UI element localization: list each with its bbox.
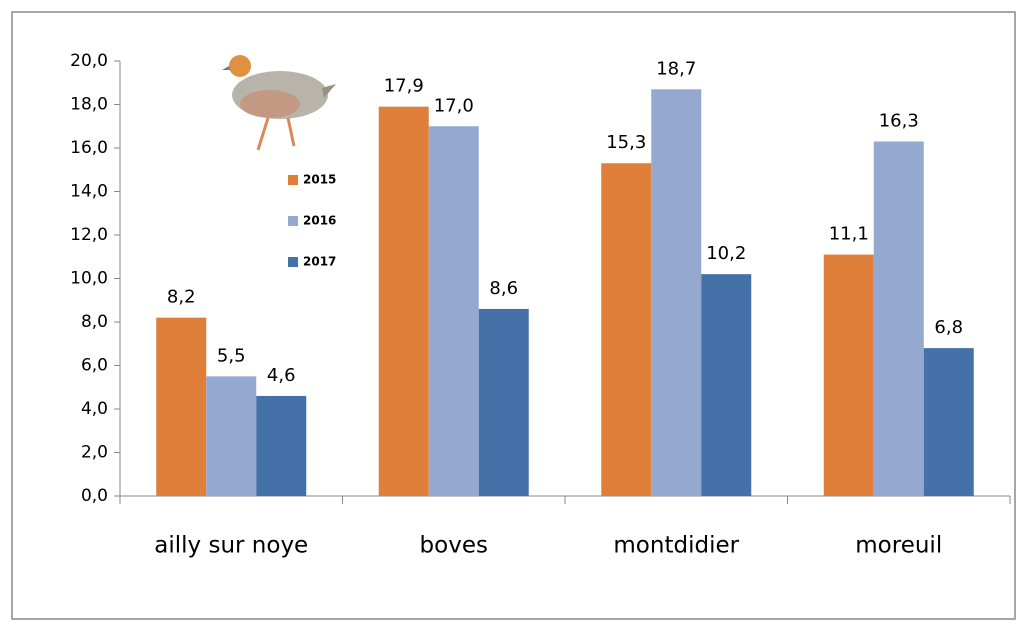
legend-swatch [288,175,298,185]
y-tick-label: 12,0 [70,225,108,245]
bar [874,141,924,496]
x-tick-label: montdidier [613,533,739,559]
bar [256,396,306,496]
bar [924,348,974,496]
value-label: 10,2 [706,243,746,264]
y-tick-label: 8,0 [81,312,108,332]
x-tick-label: boves [420,533,488,559]
value-label: 4,6 [267,365,296,386]
value-label: 17,0 [434,95,474,116]
legend-label: 2016 [303,214,336,228]
y-tick-label: 18,0 [70,95,108,115]
y-tick-label: 20,0 [70,51,108,71]
value-label: 8,2 [167,287,196,308]
y-tick-label: 16,0 [70,138,108,158]
bar [479,309,529,496]
chart: 0,0 2,0 4,0 6,0 8,0 10,0 12,0 14,0 16,0 18,0 20,0 a… [0,0,1026,624]
bar [156,318,206,496]
bar [701,274,751,496]
legend-swatch [288,257,298,267]
y-tick-label: 10,0 [70,269,108,289]
legend-swatch [288,216,298,226]
legend-label: 2017 [303,255,336,269]
y-tick-label: 2,0 [81,443,108,463]
x-tick-label: moreuil [855,533,942,559]
y-tick-label: 4,0 [81,399,108,419]
value-label: 15,3 [606,132,646,153]
value-label: 11,1 [829,224,869,245]
bar [206,376,256,496]
value-label: 6,8 [934,317,963,338]
value-label: 5,5 [217,345,246,366]
value-label: 17,9 [384,76,424,97]
y-tick-label: 14,0 [70,182,108,202]
bar [379,107,429,496]
y-tick-label: 0,0 [81,486,108,506]
x-tick-label: ailly sur noye [154,533,308,559]
bar [651,89,701,496]
value-label: 8,6 [489,278,518,299]
value-label: 18,7 [656,58,696,79]
bar [429,126,479,496]
page: {"chart_data": {"type": "bar", "categori… [0,0,1026,624]
bar [824,255,874,496]
y-tick-label: 6,0 [81,356,108,376]
bar [601,163,651,496]
legend-label: 2015 [303,173,336,187]
value-label: 16,3 [879,110,919,131]
